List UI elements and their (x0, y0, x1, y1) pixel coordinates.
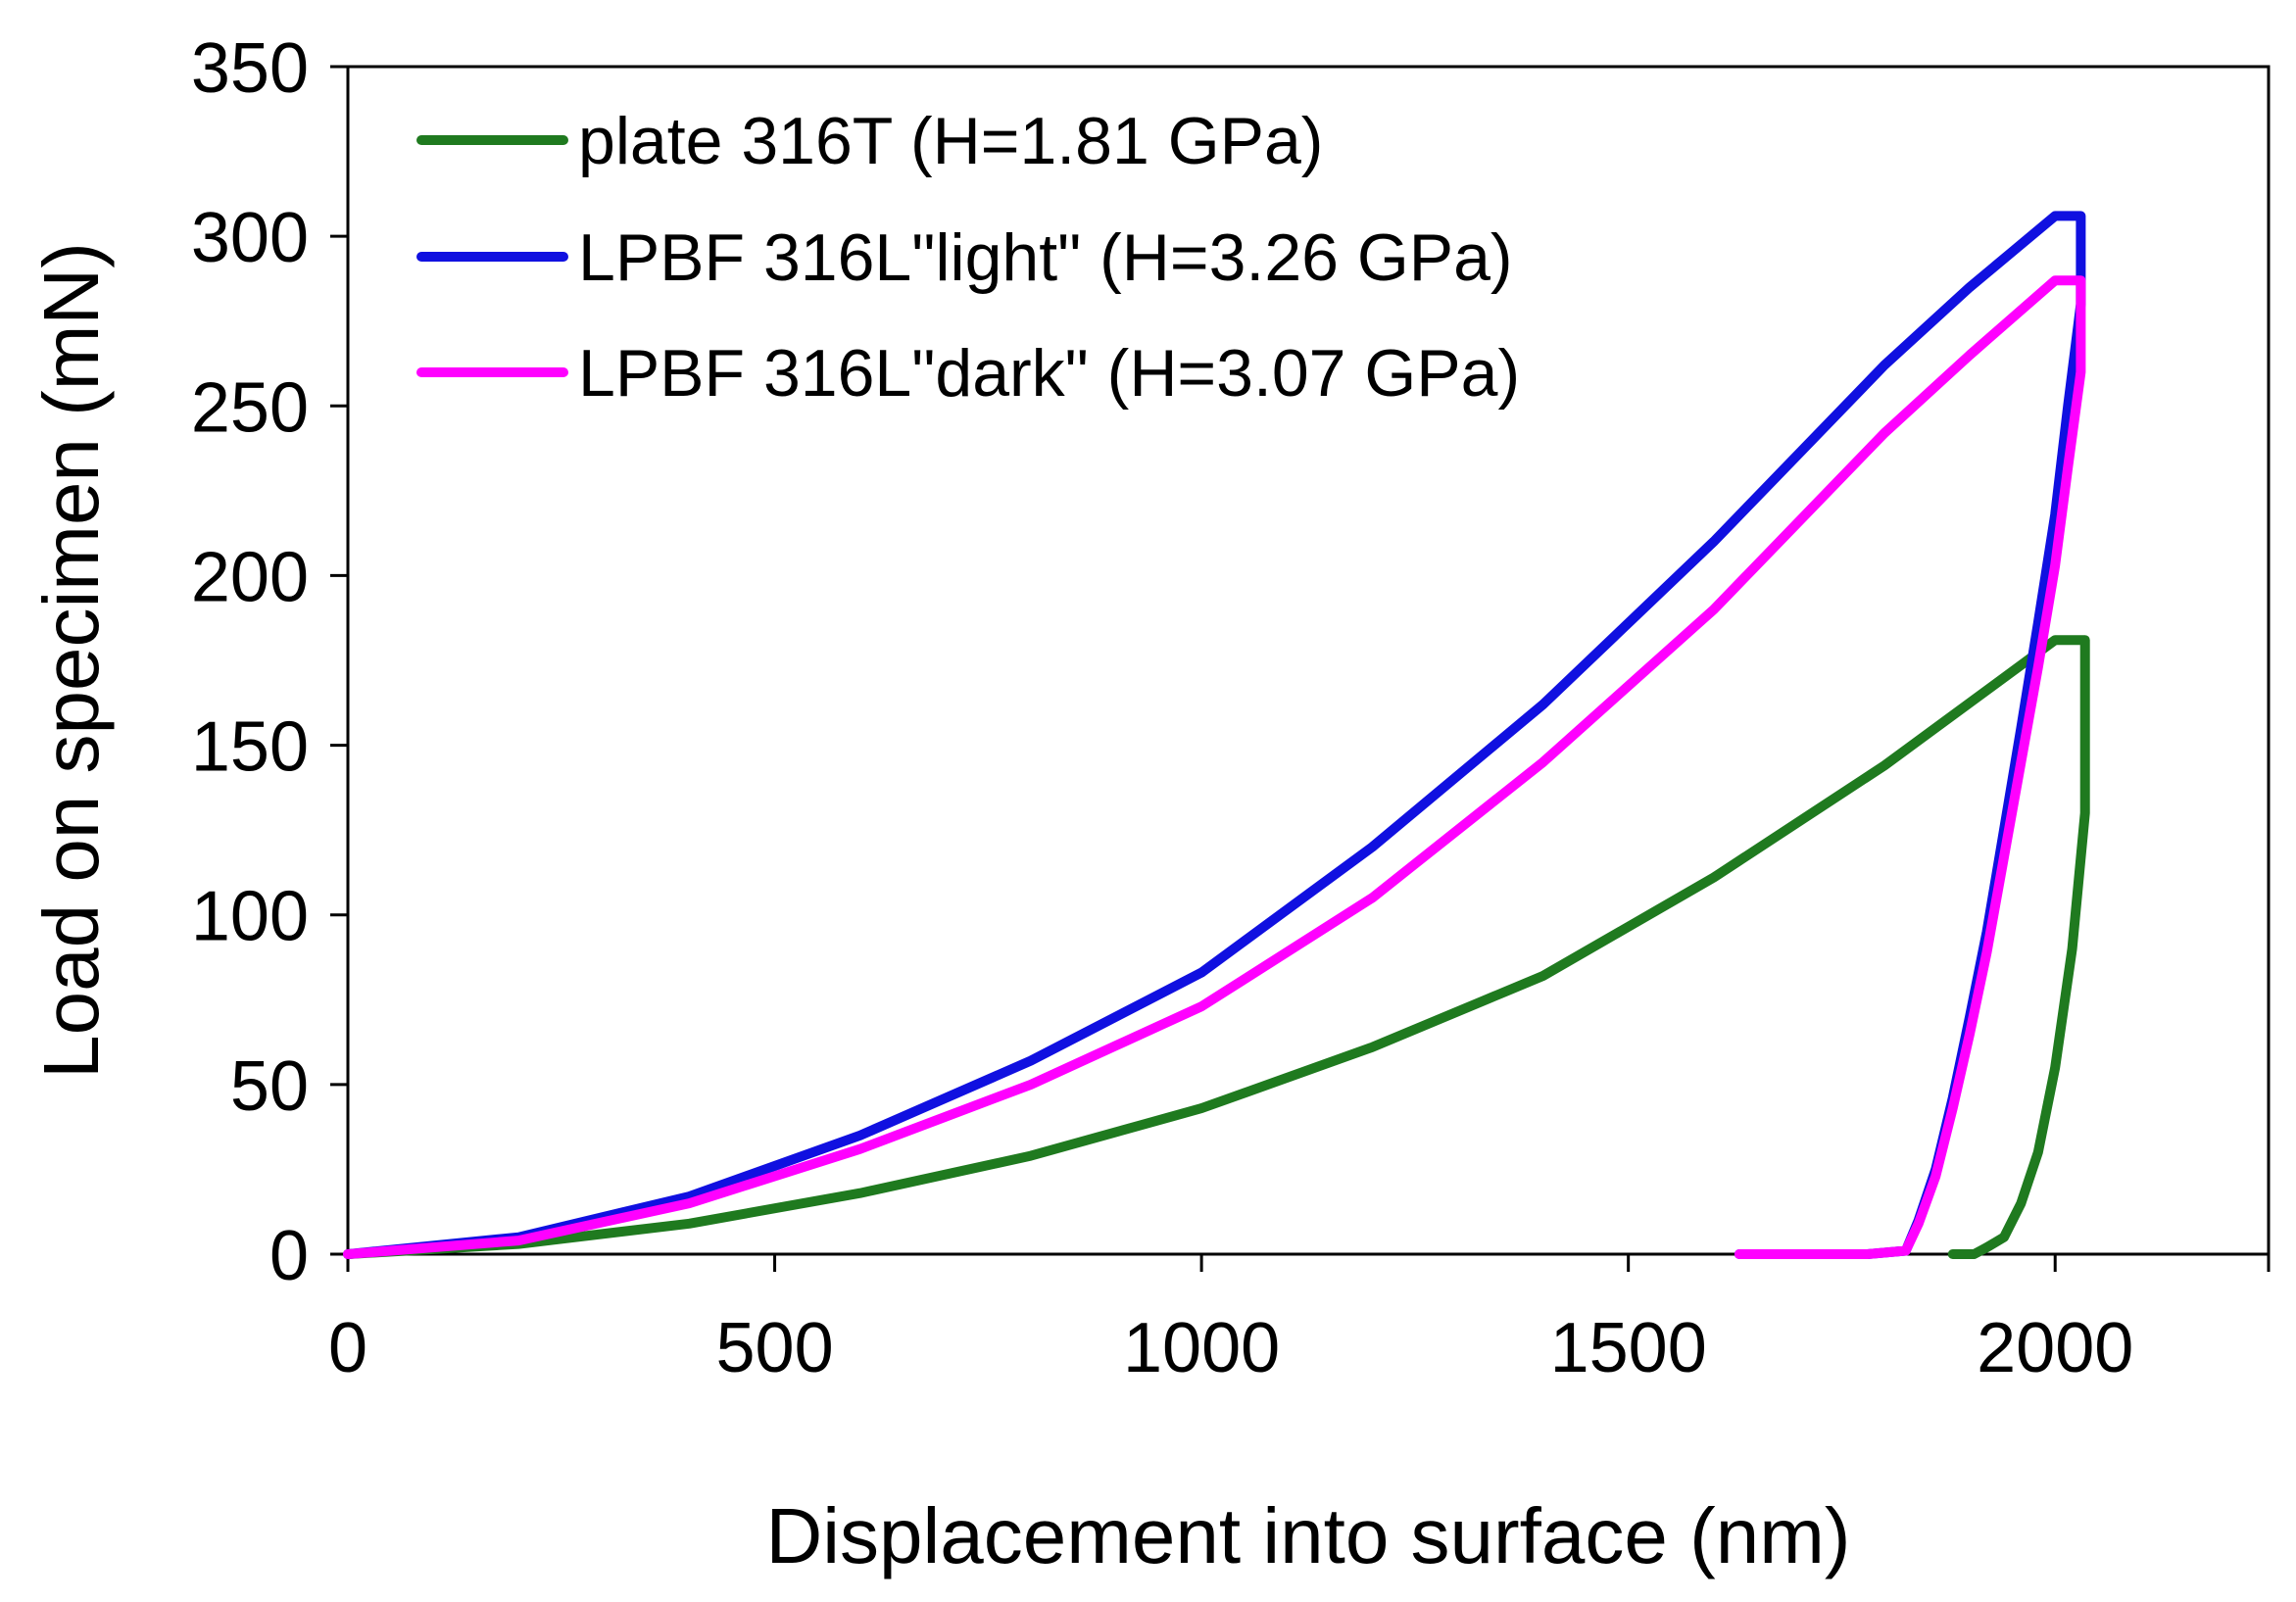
series-line-3 (343, 275, 2086, 1259)
legend-label: plate 316T (H=1.81 GPa) (578, 104, 1323, 178)
x-tick-label: 2000 (1977, 1309, 2133, 1387)
y-tick-label: 100 (191, 878, 309, 956)
x-tick-label: 1000 (1123, 1309, 1280, 1387)
legend-label: LPBF 316L"light" (H=3.26 GPa) (578, 220, 1513, 295)
y-axis-ticks: 0 50 100 150 200 250 300 350 (191, 29, 348, 1295)
x-tick-label: 1500 (1550, 1309, 1707, 1387)
y-tick-label: 150 (191, 708, 309, 787)
y-tick-label: 200 (191, 538, 309, 616)
plot-frame (346, 65, 2271, 1256)
x-tick-label: 500 (715, 1309, 833, 1387)
x-axis-ticks: 0 500 1000 1500 2000 (328, 1254, 2271, 1387)
series-line-1 (343, 635, 2090, 1259)
series-lines (343, 211, 2090, 1259)
y-tick-label: 250 (191, 368, 309, 447)
legend-label: LPBF 316L"dark" (H=3.07 GPa) (578, 336, 1520, 411)
legend: plate 316T (H=1.81 GPa) LPBF 316L"light" … (416, 104, 1520, 411)
y-tick-label: 350 (191, 29, 309, 108)
y-tick-label: 50 (230, 1047, 309, 1126)
y-axis-title: Load on specimen (mN) (27, 242, 115, 1079)
y-tick-label: 300 (191, 199, 309, 277)
x-tick-label: 0 (328, 1309, 367, 1387)
y-tick-label: 0 (269, 1217, 309, 1295)
x-axis-title: Displacement into surface (nm) (765, 1492, 1850, 1579)
